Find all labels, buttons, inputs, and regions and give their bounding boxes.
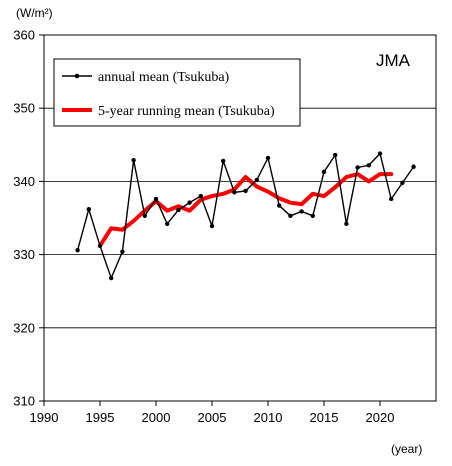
annual-mean-point-2023 [411,164,416,169]
x-tick-label-2000: 2000 [142,410,171,425]
annual-mean-point-2007 [232,190,237,195]
annual-mean-point-2018 [355,165,360,170]
annual-mean-point-2019 [366,163,371,168]
legend-running-label: 5-year running mean (Tsukuba) [98,104,275,119]
legend: annual mean (Tsukuba) 5-year running mea… [53,58,301,127]
annual-mean-point-1999 [142,213,147,219]
legend-annual-marker [74,73,80,79]
series-running-mean-line [98,172,394,248]
annual-mean-point-1997 [120,249,125,254]
annual-mean-point-2006 [221,158,226,164]
annual-mean-point-2001 [165,221,170,227]
annual-mean-point-1993 [75,248,80,253]
y-tick-label-340: 340 [13,174,35,189]
x-tick-label-2015: 2015 [310,410,339,425]
annual-mean-point-2002 [176,207,181,213]
annual-mean-point-2008 [243,188,248,194]
x-tick-label-2010: 2010 [254,410,283,425]
legend-annual-label: annual mean (Tsukuba) [98,70,230,85]
annual-mean-point-2010 [265,155,271,161]
legend-box [53,58,301,127]
annual-mean-point-2005 [209,223,215,229]
annual-mean-point-2022 [400,180,405,186]
annual-mean-point-2009 [254,177,259,183]
annual-mean-point-2012 [288,213,293,219]
annual-mean-point-2015 [321,169,327,175]
x-axis-label: (year) [391,442,422,456]
annual-mean-point-1995 [97,243,103,249]
x-tick-label-1995: 1995 [86,410,115,425]
annual-mean-point-2000 [153,196,159,202]
y-axis-label: (W/m²) [16,6,53,20]
annual-mean-point-2014 [310,213,315,219]
y-tick-label-350: 350 [13,101,35,116]
y-tick-label-360: 360 [13,28,35,43]
annual-mean-point-2004 [198,193,203,199]
annual-mean-point-2021 [389,196,394,202]
annual-mean-point-2013 [299,209,304,214]
x-tick-label-2005: 2005 [198,410,227,425]
annual-mean-point-2003 [187,200,192,205]
y-tick-label-320: 320 [13,320,35,335]
x-tick-label-1990: 1990 [30,410,59,425]
jma-annotation: JMA [376,51,411,70]
annual-mean-point-1994 [86,207,92,212]
annual-mean-point-1996 [109,275,114,281]
annual-mean-point-2016 [333,152,338,158]
annual-mean-point-1998 [131,157,136,163]
x-tick-label-2020: 2020 [366,410,395,425]
y-tick-label-310: 310 [13,394,35,409]
annual-mean-point-2011 [277,203,282,208]
annual-mean-point-2017 [344,221,349,227]
y-tick-label-330: 330 [13,247,35,262]
annual-mean-point-2020 [377,151,383,156]
